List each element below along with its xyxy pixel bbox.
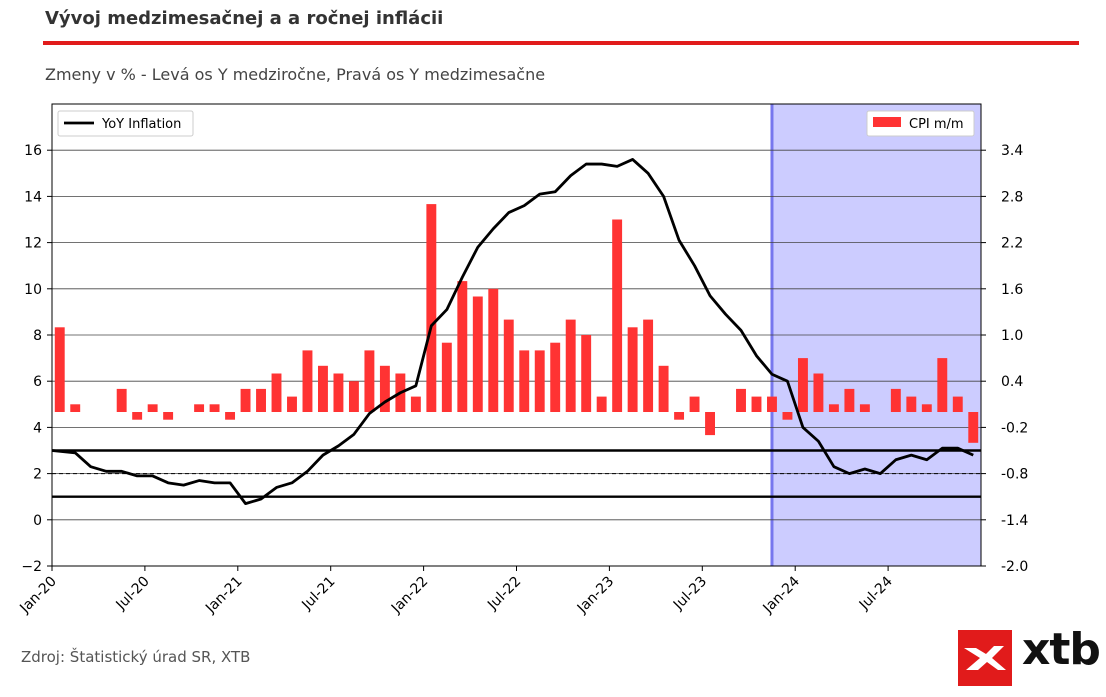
cpi-mm-bar	[209, 404, 220, 412]
y-right-tick-label: 1.0	[1001, 328, 1023, 344]
cpi-mm-bar	[906, 396, 917, 412]
y-right-tick-label: 3.4	[1001, 143, 1023, 159]
xtb-logo: xtb	[958, 624, 1101, 686]
x-tick-label: Jul-21	[298, 574, 338, 614]
cpi-mm-bar	[689, 396, 700, 412]
yoy-inflation-line	[51, 158, 974, 506]
cpi-mm-bar	[767, 396, 777, 412]
cpi-mm-bar	[256, 388, 266, 412]
cpi-mm-bar	[163, 412, 174, 420]
cpi-mm-bar	[782, 412, 793, 420]
cpi-mm-bar	[813, 373, 824, 412]
title-underline	[43, 41, 1079, 45]
cpi-mm-bar	[410, 396, 421, 412]
cpi-mm-bar	[271, 373, 282, 412]
cpi-mm-bar	[581, 335, 592, 412]
y-right-tick-label: 2.2	[1001, 236, 1023, 252]
cpi-mm-bar	[70, 404, 81, 412]
y-right-tick-label: -0.8	[1001, 467, 1028, 483]
cpi-mm-bar	[225, 412, 236, 420]
cpi-mm-bar	[116, 388, 127, 412]
x-tick-label: Jan-22	[388, 574, 431, 617]
y-left-tick-label: 16	[24, 143, 42, 159]
cpi-mm-bar	[952, 396, 963, 412]
cpi-mm-bar	[132, 412, 143, 420]
source-note: Zdroj: Štatistický úrad SR, XTB	[21, 648, 251, 666]
x-tick-label: Jul-22	[484, 574, 524, 614]
cpi-mm-bar	[379, 365, 390, 412]
cpi-mm-bar	[736, 388, 746, 412]
cpi-mm-bar	[844, 388, 855, 412]
legend-left-box	[57, 110, 194, 137]
cpi-mm-bar	[751, 396, 762, 412]
cpi-mm-bar	[705, 412, 715, 436]
cpi-mm-bar	[457, 281, 468, 412]
legend-label-cpi: CPI m/m	[909, 117, 964, 132]
cpi-mm-bar	[348, 381, 359, 412]
cpi-mm-bar	[441, 342, 452, 412]
cpi-mm-bar	[797, 358, 808, 412]
y-right-tick-label: -0.2	[1001, 420, 1028, 436]
cpi-mm-bar	[503, 319, 514, 412]
legend-bar-swatch	[873, 117, 901, 127]
cpi-mm-bar	[194, 404, 205, 412]
cpi-mm-bar	[565, 319, 576, 412]
y-right-tick-label: -2.0	[1001, 559, 1028, 575]
x-tick-label: Jul-20	[113, 574, 153, 614]
cpi-mm-bar	[519, 350, 530, 412]
cpi-mm-bar	[550, 342, 561, 412]
cpi-mm-bar	[828, 404, 839, 412]
xtb-x-logo-icon	[958, 630, 1012, 686]
y-left-tick-label: 2	[33, 467, 42, 483]
page-title: Vývoj medzimesačnej a a ročnej inflácii	[45, 8, 444, 29]
cpi-mm-bar	[302, 350, 313, 412]
y-left-tick-label: −2	[21, 559, 42, 575]
cpi-mm-bar	[968, 412, 979, 443]
cpi-mm-bar	[240, 388, 251, 412]
y-right-tick-label: 0.4	[1001, 374, 1023, 390]
y-right-tick-label: 1.6	[1001, 282, 1023, 298]
y-left-tick-label: 8	[33, 328, 42, 344]
y-left-tick-label: 6	[33, 374, 42, 390]
cpi-mm-bar	[54, 327, 65, 412]
legend-label-yoy: YoY Inflation	[101, 117, 181, 132]
cpi-mm-bar	[426, 204, 437, 412]
cpi-mm-bar	[488, 288, 499, 412]
x-tick-label: Jul-24	[856, 573, 896, 613]
cpi-mm-bar	[658, 365, 669, 412]
cpi-mm-bar	[890, 388, 901, 412]
cpi-mm-bar	[333, 373, 344, 412]
cpi-mm-bar	[318, 365, 328, 412]
y-left-tick-label: 0	[33, 513, 42, 529]
y-left-tick-label: 10	[24, 282, 42, 298]
y-left-tick-label: 4	[33, 420, 42, 436]
cpi-mm-bar	[921, 404, 932, 412]
y-right-tick-label: 2.8	[1001, 189, 1023, 205]
page-subtitle: Zmeny v % - Levá os Y medziročne, Pravá …	[45, 65, 546, 84]
cpi-mm-bar	[612, 219, 623, 412]
x-tick-label: Jan-20	[16, 574, 59, 617]
cpi-mm-bar	[534, 350, 545, 412]
x-tick-label: Jul-23	[670, 574, 710, 614]
cpi-mm-bar	[937, 358, 948, 412]
cpi-mm-bar	[364, 350, 375, 412]
y-left-tick-label: 12	[24, 236, 42, 252]
y-right-tick-label: -1.4	[1001, 513, 1028, 529]
cpi-mm-bar	[596, 396, 607, 412]
y-left-tick-label: 14	[24, 189, 42, 205]
cpi-mm-bar	[674, 412, 685, 420]
cpi-mm-bar	[627, 327, 638, 412]
cpi-mm-bar	[859, 404, 870, 412]
x-tick-label: Jan-23	[574, 574, 617, 617]
x-tick-label: Jan-24	[760, 573, 804, 617]
x-tick-label: Jan-21	[202, 574, 245, 617]
cpi-mm-bar	[147, 404, 158, 412]
cpi-mm-bar	[287, 396, 297, 412]
cpi-mm-bar	[472, 296, 483, 412]
cpi-mm-bar	[643, 319, 654, 412]
logo-text: xtb	[1022, 624, 1101, 675]
